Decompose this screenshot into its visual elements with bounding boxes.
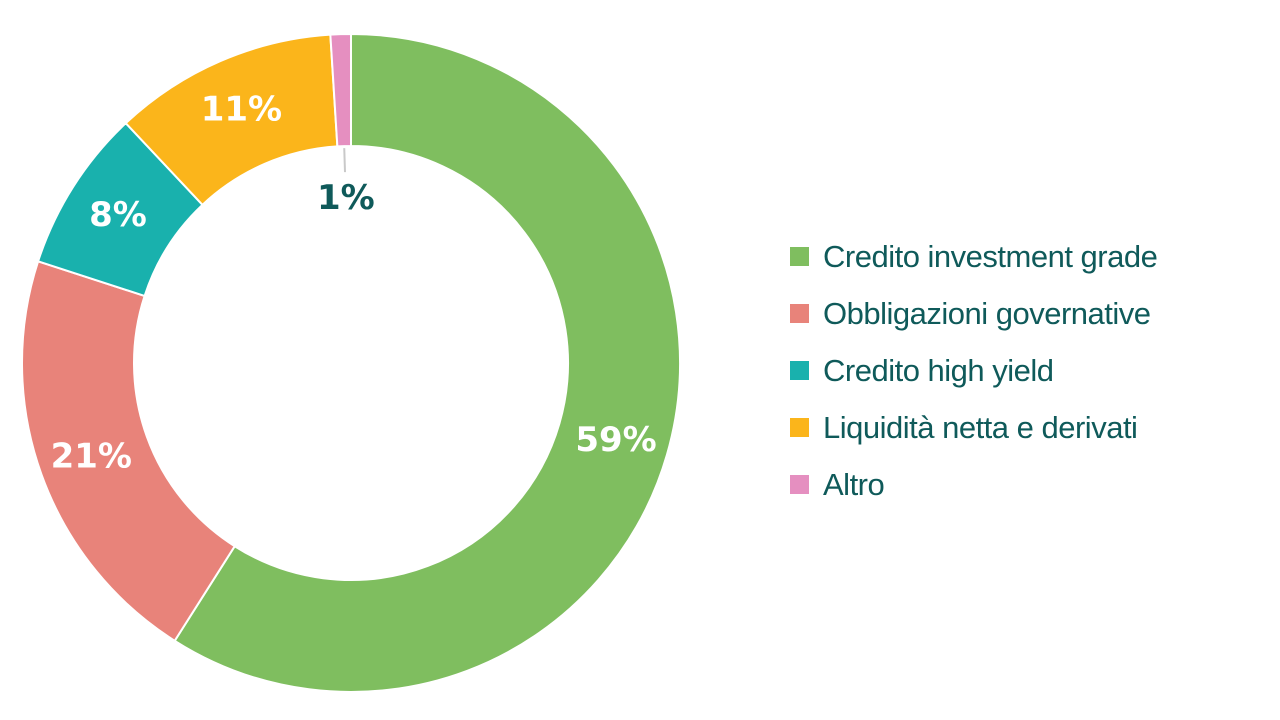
legend-swatch — [790, 361, 809, 380]
slice-credito-investment-grade — [173, 32, 681, 693]
legend-item-altro: Altro — [790, 456, 1157, 513]
slice-label-obbligazioni-governative: 21% — [51, 436, 132, 476]
donut-chart: 59% 21% 8% 11% 1% — [21, 32, 681, 693]
slice-obbligazioni-governative — [21, 260, 237, 643]
slice-labels: 59% 21% 8% 11% 1% — [51, 90, 657, 477]
legend-label: Altro — [823, 466, 885, 502]
legend-swatch — [790, 247, 809, 266]
leader-line-altro — [343, 148, 347, 173]
legend-label: Obbligazioni governative — [823, 295, 1151, 331]
legend-swatch — [790, 304, 809, 323]
slice-label-liquidita-netta-e-derivati: 11% — [201, 90, 282, 130]
legend-label: Credito investment grade — [823, 238, 1158, 274]
legend-item-obbligazioni-governative: Obbligazioni governative — [790, 285, 1157, 342]
slice-altro — [329, 32, 352, 148]
legend-item-credito-investment-grade: Credito investment grade — [790, 228, 1158, 285]
legend-swatch — [790, 475, 809, 494]
legend-item-liquidita-netta-e-derivati: Liquidità netta e derivati — [790, 399, 1157, 456]
slice-label-credito-investment-grade: 59% — [575, 420, 656, 460]
legend-label: Liquidità netta e derivati — [823, 409, 1138, 445]
slice-label-credito-high-yield: 8% — [89, 195, 147, 235]
legend-item-credito-high-yield: Credito high yield — [790, 342, 1157, 399]
donut-slices — [21, 32, 681, 693]
legend-label: Credito high yield — [823, 352, 1054, 388]
slice-label-altro: 1% — [317, 178, 375, 218]
legend-swatch — [790, 418, 809, 437]
legend: Credito investment grade Obbligazioni go… — [790, 228, 1158, 513]
